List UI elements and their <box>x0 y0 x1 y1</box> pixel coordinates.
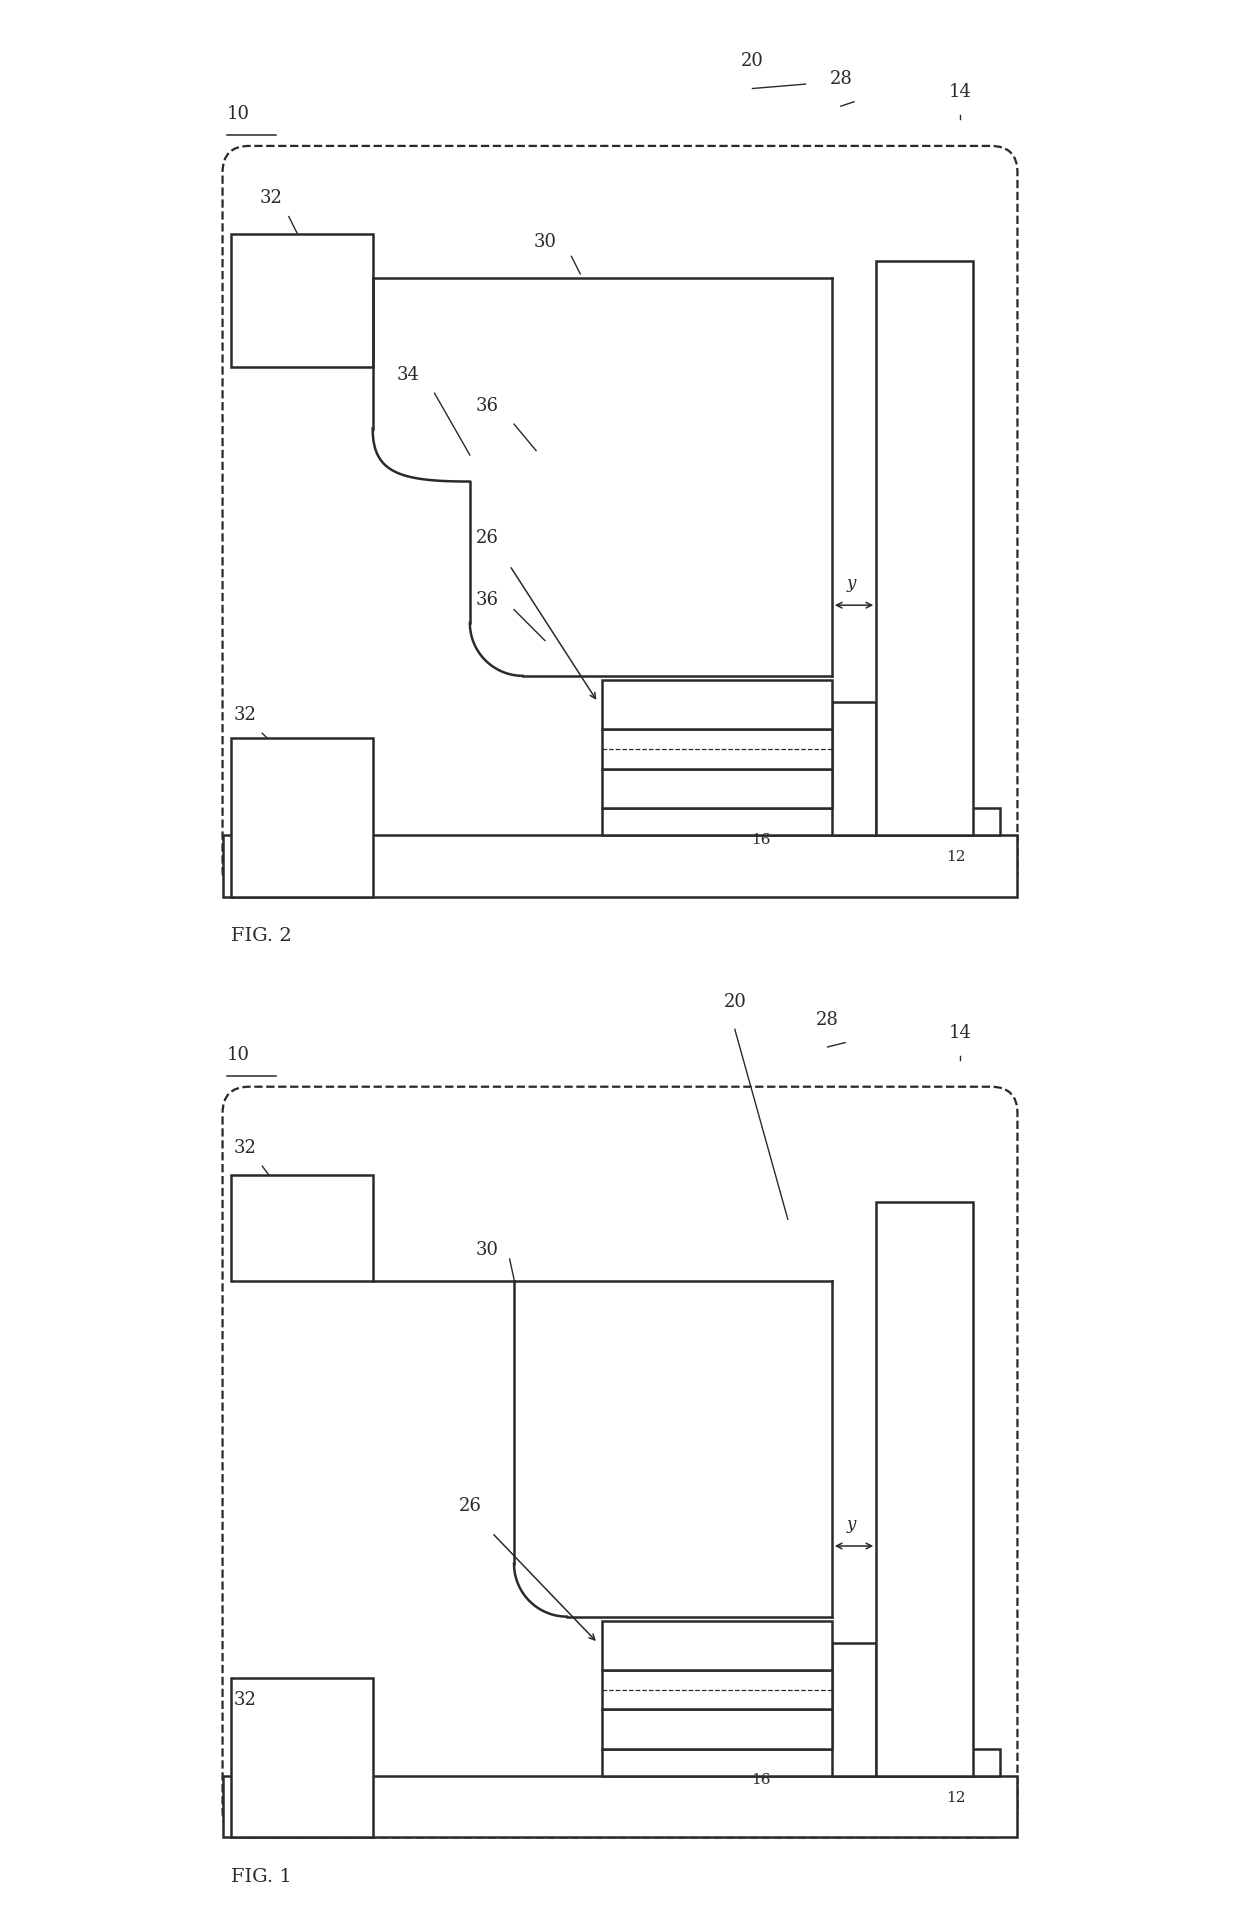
Text: 36: 36 <box>476 591 498 609</box>
Bar <box>603 1749 999 1776</box>
Text: 36: 36 <box>476 397 498 415</box>
Bar <box>603 1670 832 1709</box>
Bar <box>232 1678 373 1837</box>
Bar <box>222 1776 1018 1837</box>
Text: FIG. 1: FIG. 1 <box>232 1868 293 1885</box>
Text: 34: 34 <box>397 367 419 384</box>
Bar <box>222 835 1018 897</box>
Text: 12: 12 <box>946 851 966 864</box>
Text: FIG. 2: FIG. 2 <box>232 927 293 945</box>
Text: 10: 10 <box>227 106 250 123</box>
Text: 30: 30 <box>533 234 557 252</box>
Text: 32: 32 <box>233 707 257 724</box>
Text: 12: 12 <box>946 1791 966 1805</box>
Bar <box>603 768 832 808</box>
Bar <box>603 808 999 835</box>
Text: 14: 14 <box>949 83 971 102</box>
Text: y: y <box>847 574 856 591</box>
Bar <box>603 730 832 768</box>
Bar <box>832 703 877 835</box>
Text: 18: 18 <box>712 781 732 795</box>
Text: 24: 24 <box>712 1642 732 1655</box>
Text: 10: 10 <box>227 1046 250 1064</box>
Text: 30: 30 <box>476 1240 498 1258</box>
Bar <box>603 680 832 730</box>
Bar <box>232 1175 373 1281</box>
Text: 28: 28 <box>830 71 852 88</box>
Text: 24: 24 <box>712 701 732 714</box>
Bar <box>232 737 373 897</box>
FancyBboxPatch shape <box>222 1087 1018 1837</box>
Text: 16: 16 <box>751 833 771 847</box>
Bar <box>603 1620 832 1670</box>
Text: 22: 22 <box>712 739 732 755</box>
Text: 22: 22 <box>712 1680 732 1695</box>
Text: 32: 32 <box>233 1139 257 1158</box>
Text: 20: 20 <box>723 993 746 1012</box>
Text: 26: 26 <box>476 530 498 547</box>
Bar <box>603 1709 832 1749</box>
Bar <box>877 261 973 835</box>
Text: 32: 32 <box>233 1692 257 1709</box>
Bar <box>877 1202 973 1776</box>
Text: 20: 20 <box>742 52 764 71</box>
Bar <box>232 234 373 367</box>
Bar <box>832 1644 877 1776</box>
Text: 32: 32 <box>259 190 283 207</box>
Text: 16: 16 <box>751 1774 771 1788</box>
FancyBboxPatch shape <box>222 146 1018 897</box>
Text: y: y <box>847 1515 856 1532</box>
Text: 14: 14 <box>949 1023 971 1043</box>
Text: 26: 26 <box>459 1498 481 1515</box>
Text: 18: 18 <box>712 1722 732 1736</box>
Text: 28: 28 <box>816 1012 839 1029</box>
